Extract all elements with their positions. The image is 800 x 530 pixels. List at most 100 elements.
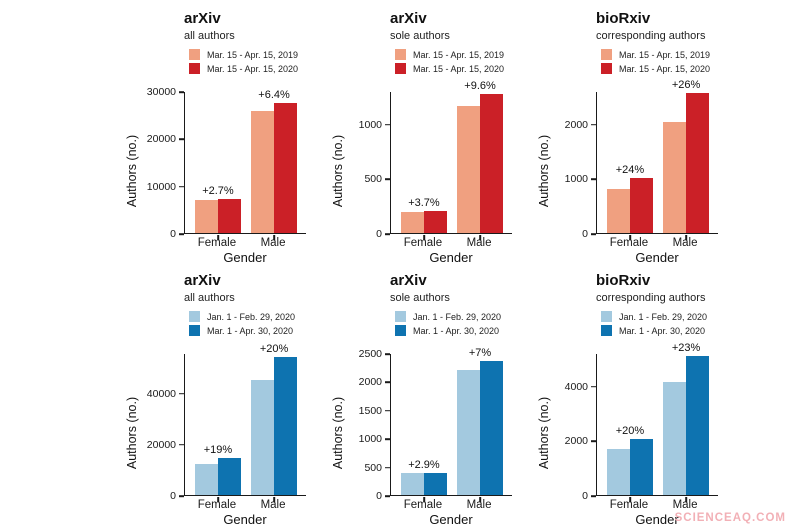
- legend-label: Mar. 15 - Apr. 15, 2019: [619, 49, 711, 60]
- legend-swatch: [189, 325, 200, 337]
- chart-panel-3: bioRxiv corresponding authors Mar. 15 - Ap…: [537, 4, 744, 266]
- plot-area: 0 10000 20000 30000 +2.7% +6.4%: [147, 86, 306, 240]
- legend-label: Mar. 15 - Apr. 15, 2020: [413, 63, 505, 74]
- legend-swatch: [601, 311, 612, 323]
- legend-swatch: [189, 49, 200, 61]
- pct-change-label: +23%: [671, 341, 701, 354]
- x-tick-label-female: Female: [609, 499, 649, 511]
- legend-label: Jan. 1 - Feb. 29, 2020: [619, 311, 708, 322]
- bar-female-series1: [194, 200, 218, 233]
- panel-title: arXiv: [184, 10, 221, 27]
- y-tick-mark: [178, 495, 184, 497]
- legend-swatch: [395, 325, 406, 337]
- y-axis-title: Authors (no.): [331, 396, 345, 470]
- x-axis-title: Gender: [429, 250, 473, 265]
- legend-swatch: [395, 63, 406, 75]
- legend-item: Mar. 15 - Apr. 15, 2019: [189, 49, 332, 61]
- bar-male-series2: [274, 103, 298, 233]
- legend: Mar. 15 - Apr. 15, 2019 Mar. 15 - Apr. 15…: [189, 49, 332, 75]
- legend-item: Jan. 1 - Feb. 29, 2020: [189, 311, 332, 323]
- legend: Jan. 1 - Feb. 29, 2020 Mar. 1 - Apr. 30, …: [601, 311, 744, 337]
- y-axis-title: Authors (no.): [125, 134, 139, 208]
- bar-female-series2: [217, 458, 241, 495]
- plot-area-wrap: Authors (no.) Female Male Gender 0 20000 40000…: [125, 343, 332, 528]
- x-tick-label-male: Male: [672, 499, 698, 511]
- plot-area-wrap: Authors (no.) Female Male Gender 0 10000 20000…: [125, 86, 332, 266]
- x-tick-mark: [423, 234, 425, 240]
- y-tick-mark: [590, 123, 596, 126]
- y-tick-label: 30000: [146, 86, 176, 98]
- panel-header: bioRxiv corresponding authors Jan. 1 - Feb…: [596, 266, 744, 337]
- y-tick-mark: [590, 178, 596, 181]
- y-tick-mark: [178, 392, 184, 395]
- bar-male-series2: [480, 94, 504, 233]
- legend-item: Mar. 15 - Apr. 15, 2020: [601, 63, 744, 75]
- chart-panel-4: arXiv all authors Jan. 1 - Feb. 29, 2020 Ma…: [125, 266, 332, 528]
- y-tick-mark: [590, 233, 596, 235]
- y-tick-mark: [384, 438, 390, 440]
- y-tick-label: 0: [170, 490, 176, 502]
- pct-change-label: +19%: [203, 444, 233, 457]
- y-tick-label: 1000: [564, 173, 588, 186]
- x-tick-label-female: Female: [403, 499, 443, 511]
- x-tick-mark: [423, 496, 425, 502]
- panel-title: arXiv: [390, 272, 427, 289]
- y-tick-label: 1500: [358, 404, 382, 417]
- pct-change-label: +20%: [615, 425, 645, 438]
- legend: Mar. 15 - Apr. 15, 2019 Mar. 15 - Apr. 15…: [395, 49, 538, 75]
- x-axis-title: Gender: [223, 512, 267, 527]
- y-tick-mark: [178, 233, 184, 235]
- bar-female-series1: [606, 188, 630, 233]
- y-tick-label: 0: [376, 490, 382, 502]
- panel-subtitle: sole authors: [390, 292, 450, 305]
- panel-header: arXiv all authors Jan. 1 - Feb. 29, 2020 Ma…: [184, 266, 332, 337]
- bar-female-series1: [400, 212, 424, 233]
- y-tick-label: 4000: [564, 380, 588, 393]
- y-tick-label: 0: [582, 490, 588, 502]
- legend-swatch: [395, 49, 406, 61]
- x-tick-label-male: Male: [260, 237, 286, 249]
- plot-area-wrap: Authors (no.) Female Male Gender 0 1000 2000 +2…: [537, 79, 744, 266]
- legend-swatch: [189, 311, 200, 323]
- y-axis-title: Authors (no.): [331, 134, 345, 208]
- legend-label: Mar. 15 - Apr. 15, 2019: [413, 49, 505, 60]
- y-tick-label: 2500: [358, 348, 382, 360]
- y-tick-label: 0: [582, 228, 588, 240]
- y-tick-mark: [590, 495, 596, 497]
- legend-swatch: [601, 49, 612, 61]
- bar-male-series1: [663, 381, 687, 495]
- bar-male-series1: [457, 370, 481, 495]
- x-axis-title: Gender: [429, 512, 473, 527]
- y-tick-mark: [384, 178, 390, 181]
- y-tick-mark: [178, 444, 184, 446]
- y-tick-label: 1000: [358, 433, 382, 446]
- pct-change-label: +2.7%: [202, 185, 234, 198]
- legend-swatch: [601, 63, 612, 75]
- x-tick-label-male: Male: [466, 237, 492, 249]
- y-tick-mark: [178, 138, 184, 141]
- bar-female-series1: [606, 448, 630, 495]
- chart-grid: arXiv all authors Mar. 15 - Apr. 15, 2019 M…: [125, 4, 766, 528]
- pct-change-label: +9.6%: [464, 80, 496, 93]
- panel-title: bioRxiv: [596, 272, 651, 289]
- x-tick-label-female: Female: [197, 499, 237, 511]
- legend-item: Mar. 15 - Apr. 15, 2020: [189, 63, 332, 75]
- legend-swatch: [395, 311, 406, 323]
- legend-item: Mar. 1 - Apr. 30, 2020: [395, 325, 538, 337]
- legend-item: Mar. 15 - Apr. 15, 2019: [395, 49, 538, 61]
- y-tick-label: 1000: [358, 118, 382, 131]
- pct-change-label: +24%: [615, 164, 645, 177]
- x-tick-label-male: Male: [672, 237, 698, 249]
- bar-male-series1: [251, 110, 275, 233]
- x-tick-mark: [685, 496, 687, 502]
- legend-item: Jan. 1 - Feb. 29, 2020: [395, 311, 538, 323]
- panel-subtitle: corresponding authors: [596, 292, 706, 305]
- y-tick-label: 20000: [146, 133, 176, 146]
- bar-male-series2: [480, 361, 504, 495]
- bar-male-series2: [274, 356, 298, 495]
- x-tick-label-male: Male: [466, 499, 492, 511]
- y-tick-mark: [590, 440, 596, 443]
- bar-female-series2: [217, 199, 241, 233]
- pct-change-label: +26%: [671, 79, 701, 92]
- legend-label: Mar. 15 - Apr. 15, 2020: [619, 63, 711, 74]
